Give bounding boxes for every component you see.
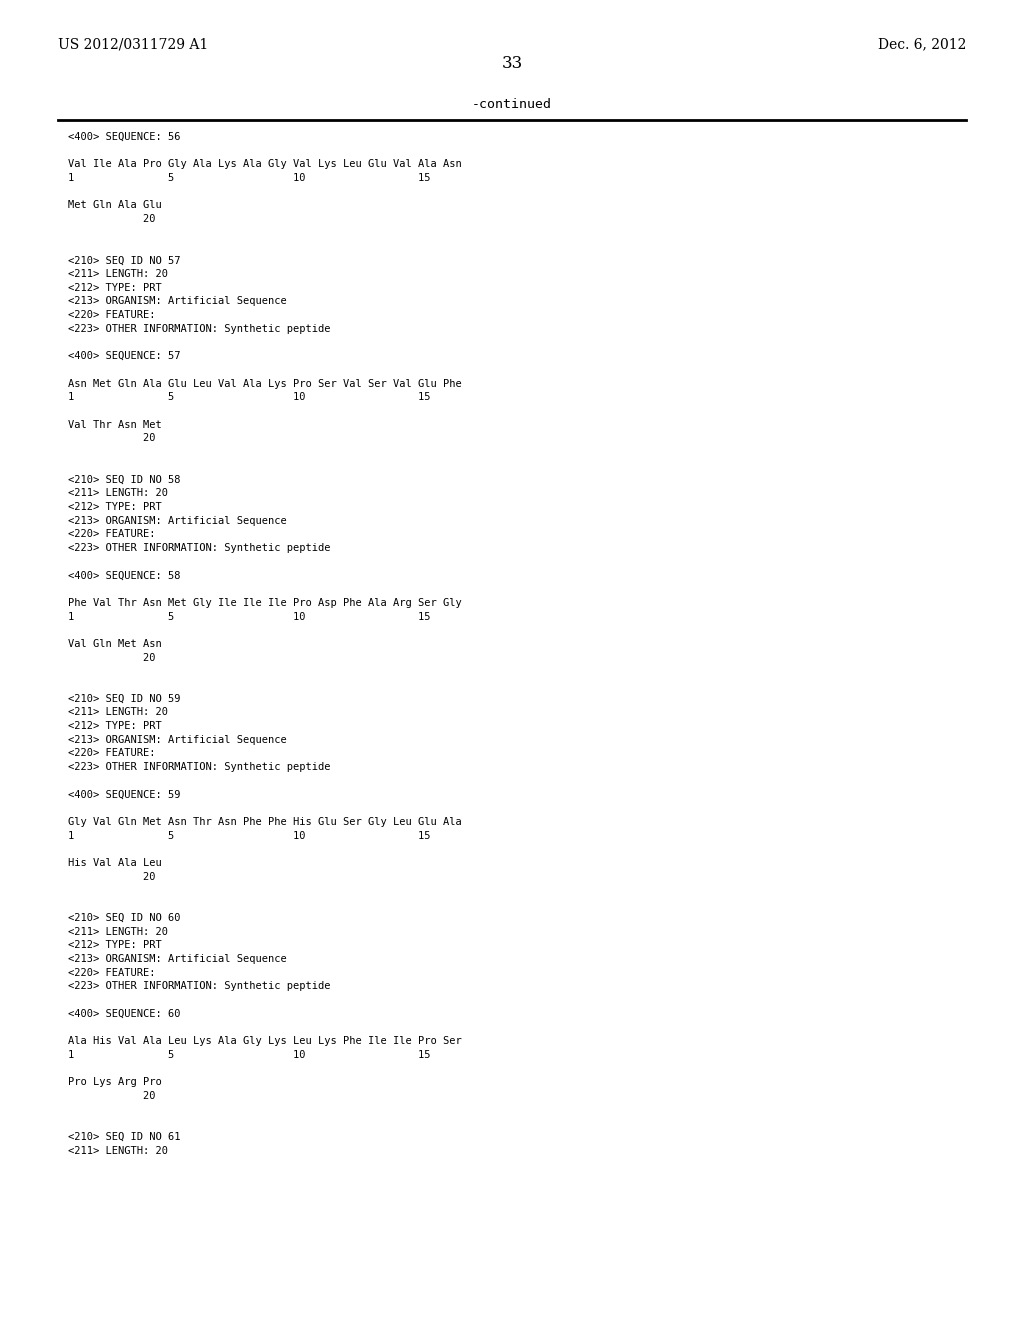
Text: Ala His Val Ala Leu Lys Ala Gly Lys Leu Lys Phe Ile Ile Pro Ser: Ala His Val Ala Leu Lys Ala Gly Lys Leu …: [68, 1036, 462, 1047]
Text: <210> SEQ ID NO 59: <210> SEQ ID NO 59: [68, 694, 180, 704]
Text: <211> LENGTH: 20: <211> LENGTH: 20: [68, 708, 168, 717]
Text: <211> LENGTH: 20: <211> LENGTH: 20: [68, 1146, 168, 1156]
Text: 20: 20: [68, 433, 156, 444]
Text: <223> OTHER INFORMATION: Synthetic peptide: <223> OTHER INFORMATION: Synthetic pepti…: [68, 543, 331, 553]
Text: <213> ORGANISM: Artificial Sequence: <213> ORGANISM: Artificial Sequence: [68, 735, 287, 744]
Text: <213> ORGANISM: Artificial Sequence: <213> ORGANISM: Artificial Sequence: [68, 954, 287, 964]
Text: <223> OTHER INFORMATION: Synthetic peptide: <223> OTHER INFORMATION: Synthetic pepti…: [68, 762, 331, 772]
Text: 1               5                   10                  15: 1 5 10 15: [68, 173, 430, 183]
Text: 1               5                   10                  15: 1 5 10 15: [68, 830, 430, 841]
Text: <220> FEATURE:: <220> FEATURE:: [68, 748, 156, 759]
Text: <210> SEQ ID NO 58: <210> SEQ ID NO 58: [68, 474, 180, 484]
Text: -continued: -continued: [472, 98, 552, 111]
Text: <212> TYPE: PRT: <212> TYPE: PRT: [68, 502, 162, 512]
Text: Dec. 6, 2012: Dec. 6, 2012: [878, 37, 966, 51]
Text: Asn Met Gln Ala Glu Leu Val Ala Lys Pro Ser Val Ser Val Glu Phe: Asn Met Gln Ala Glu Leu Val Ala Lys Pro …: [68, 379, 462, 388]
Text: <400> SEQUENCE: 58: <400> SEQUENCE: 58: [68, 570, 180, 581]
Text: Met Gln Ala Glu: Met Gln Ala Glu: [68, 201, 162, 210]
Text: <212> TYPE: PRT: <212> TYPE: PRT: [68, 940, 162, 950]
Text: <212> TYPE: PRT: <212> TYPE: PRT: [68, 721, 162, 731]
Text: <220> FEATURE:: <220> FEATURE:: [68, 529, 156, 540]
Text: 20: 20: [68, 652, 156, 663]
Text: <400> SEQUENCE: 56: <400> SEQUENCE: 56: [68, 132, 180, 143]
Text: <211> LENGTH: 20: <211> LENGTH: 20: [68, 269, 168, 279]
Text: <220> FEATURE:: <220> FEATURE:: [68, 968, 156, 978]
Text: <213> ORGANISM: Artificial Sequence: <213> ORGANISM: Artificial Sequence: [68, 516, 287, 525]
Text: <211> LENGTH: 20: <211> LENGTH: 20: [68, 488, 168, 498]
Text: Val Thr Asn Met: Val Thr Asn Met: [68, 420, 162, 430]
Text: Phe Val Thr Asn Met Gly Ile Ile Ile Pro Asp Phe Ala Arg Ser Gly: Phe Val Thr Asn Met Gly Ile Ile Ile Pro …: [68, 598, 462, 607]
Text: <210> SEQ ID NO 60: <210> SEQ ID NO 60: [68, 913, 180, 923]
Text: Val Ile Ala Pro Gly Ala Lys Ala Gly Val Lys Leu Glu Val Ala Asn: Val Ile Ala Pro Gly Ala Lys Ala Gly Val …: [68, 160, 462, 169]
Text: 20: 20: [68, 871, 156, 882]
Text: <210> SEQ ID NO 57: <210> SEQ ID NO 57: [68, 255, 180, 265]
Text: 20: 20: [68, 214, 156, 224]
Text: <223> OTHER INFORMATION: Synthetic peptide: <223> OTHER INFORMATION: Synthetic pepti…: [68, 323, 331, 334]
Text: <212> TYPE: PRT: <212> TYPE: PRT: [68, 282, 162, 293]
Text: Val Gln Met Asn: Val Gln Met Asn: [68, 639, 162, 649]
Text: 20: 20: [68, 1092, 156, 1101]
Text: <211> LENGTH: 20: <211> LENGTH: 20: [68, 927, 168, 937]
Text: <400> SEQUENCE: 59: <400> SEQUENCE: 59: [68, 789, 180, 800]
Text: 1               5                   10                  15: 1 5 10 15: [68, 611, 430, 622]
Text: Pro Lys Arg Pro: Pro Lys Arg Pro: [68, 1077, 162, 1088]
Text: 33: 33: [502, 55, 522, 73]
Text: <400> SEQUENCE: 60: <400> SEQUENCE: 60: [68, 1008, 180, 1019]
Text: 1               5                   10                  15: 1 5 10 15: [68, 392, 430, 403]
Text: His Val Ala Leu: His Val Ala Leu: [68, 858, 162, 869]
Text: <400> SEQUENCE: 57: <400> SEQUENCE: 57: [68, 351, 180, 362]
Text: Gly Val Gln Met Asn Thr Asn Phe Phe His Glu Ser Gly Leu Glu Ala: Gly Val Gln Met Asn Thr Asn Phe Phe His …: [68, 817, 462, 828]
Text: 1               5                   10                  15: 1 5 10 15: [68, 1049, 430, 1060]
Text: <210> SEQ ID NO 61: <210> SEQ ID NO 61: [68, 1133, 180, 1142]
Text: <223> OTHER INFORMATION: Synthetic peptide: <223> OTHER INFORMATION: Synthetic pepti…: [68, 981, 331, 991]
Text: <220> FEATURE:: <220> FEATURE:: [68, 310, 156, 321]
Text: US 2012/0311729 A1: US 2012/0311729 A1: [58, 37, 208, 51]
Text: <213> ORGANISM: Artificial Sequence: <213> ORGANISM: Artificial Sequence: [68, 297, 287, 306]
